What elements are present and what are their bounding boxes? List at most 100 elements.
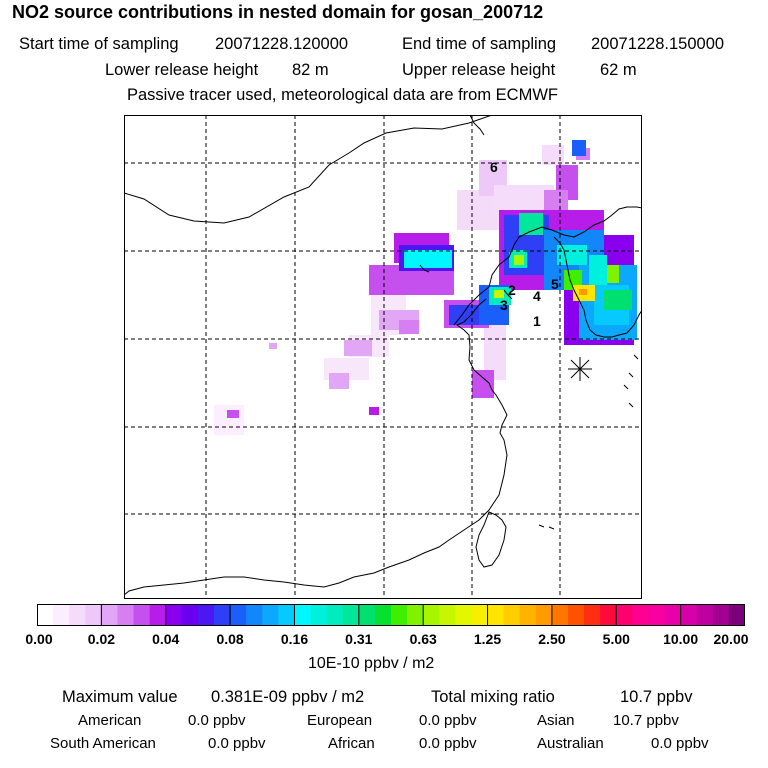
colorbar-cell <box>149 604 167 626</box>
lower-height-value: 82 m <box>292 61 329 79</box>
chart-title: NO2 source contributions in nested domai… <box>12 2 544 22</box>
colorbar-tick-label: 0.08 <box>216 631 244 647</box>
colorbar-cell <box>728 604 745 626</box>
plume-haze <box>214 405 244 435</box>
colorbar-cell <box>69 604 86 626</box>
start-time-value: 20071228.120000 <box>215 35 349 53</box>
region-value: 0.0 ppbv <box>188 712 246 729</box>
region-name: African <box>328 735 375 752</box>
region-name: Australian <box>537 735 604 752</box>
colorbar-cell <box>391 604 408 626</box>
region-value: 0.0 ppbv <box>419 735 477 752</box>
plume-violet <box>344 340 372 356</box>
max-value-label: Maximum value <box>62 688 178 706</box>
source-marker-4: 4 <box>533 288 541 304</box>
upper-height-value: 62 m <box>600 61 637 79</box>
region-name: South American <box>50 735 156 752</box>
colorbar-cell <box>262 604 279 626</box>
source-marker-2: 2 <box>508 282 516 298</box>
plume-haze <box>542 145 564 165</box>
total-mixing-label: Total mixing ratio <box>431 688 555 706</box>
colorbar-tick-label: 0.04 <box>152 631 180 647</box>
colorbar-cell <box>600 604 617 626</box>
colorbar-tick-label: 0.02 <box>87 631 116 647</box>
colorbar-cell <box>471 604 489 626</box>
plume-violet <box>269 343 277 349</box>
colorbar-cell <box>230 604 247 626</box>
colorbar-cell <box>616 604 633 626</box>
source-marker-6: 6 <box>490 159 498 175</box>
colorbar-cell <box>712 604 730 626</box>
colorbar-cell <box>455 604 472 626</box>
colorbar-tick-label: 5.00 <box>602 631 630 647</box>
region-value: 10.7 ppbv <box>613 712 679 729</box>
colorbar-cell <box>101 604 118 626</box>
plume-cyan <box>404 250 452 268</box>
grid-layer <box>124 115 642 599</box>
plume-haze <box>457 190 499 230</box>
colorbar <box>37 604 745 626</box>
colorbar-cell <box>358 604 376 626</box>
colorbar-tick-label: 0.31 <box>345 631 373 647</box>
plume-violet <box>399 320 419 334</box>
colorbar-cell <box>310 604 328 626</box>
colorbar-cell <box>551 604 569 626</box>
source-marker-5: 5 <box>551 276 559 292</box>
colorbar-tick-label: 0.63 <box>409 631 437 647</box>
colorbar-cell <box>53 604 70 626</box>
colorbar-cell <box>342 604 360 626</box>
plume-cyan <box>557 245 587 265</box>
receptor-marker-icon <box>568 357 592 381</box>
colorbar-cell <box>680 604 698 626</box>
plume-violet <box>329 373 349 389</box>
coastline-layer <box>124 115 642 596</box>
colorbar-tick-label: 0.16 <box>280 631 309 647</box>
colorbar-cell <box>503 604 521 626</box>
total-mixing-value: 10.7 ppbv <box>620 688 693 706</box>
colorbar-unit: 10E-10 ppbv / m2 <box>308 655 435 672</box>
colorbar-cell <box>535 604 553 626</box>
colorbar-cell <box>487 604 505 626</box>
colorbar-cell <box>133 604 151 626</box>
plume-green <box>519 213 543 235</box>
colorbar-tick-label: 0.00 <box>25 631 53 647</box>
colorbar-cell <box>326 604 344 626</box>
colorbar-tick-label: 2.50 <box>538 631 566 647</box>
plume-green <box>604 290 632 310</box>
colorbar-cell <box>246 604 263 626</box>
colorbar-cell <box>584 604 601 626</box>
colorbar-cell <box>85 604 102 626</box>
plume-cyan <box>589 255 607 285</box>
colorbar-cell <box>568 604 585 626</box>
region-name: American <box>78 712 142 729</box>
colorbar-cell <box>648 604 666 626</box>
plume-violet <box>472 370 494 398</box>
region-name: Asian <box>537 712 575 729</box>
colorbar-cell <box>664 604 682 626</box>
region-value: 0.0 ppbv <box>419 712 477 729</box>
max-value: 0.381E-09 ppbv / m2 <box>211 688 365 706</box>
plume-green <box>607 265 619 283</box>
colorbar-cell <box>407 604 424 626</box>
colorbar-cell <box>214 604 231 626</box>
plume-yellowgreen <box>494 290 504 298</box>
source-marker-1: 1 <box>533 313 541 329</box>
colorbar-cell <box>696 604 714 626</box>
start-time-label: Start time of sampling <box>19 35 179 53</box>
colorbar-cell <box>37 604 54 626</box>
end-time-value: 20071228.150000 <box>591 35 725 53</box>
lower-height-label: Lower release height <box>105 61 259 79</box>
plume-blue <box>572 140 586 156</box>
map-frame <box>124 115 642 599</box>
plume-orange <box>579 289 587 295</box>
region-name: European <box>307 712 373 729</box>
colorbar-tick-label: 20.00 <box>713 631 749 647</box>
colorbar-cell <box>632 604 649 626</box>
colorbar-frame <box>37 604 745 626</box>
plume-layer <box>214 140 637 435</box>
plume-violet <box>369 407 379 415</box>
colorbar-cell <box>181 604 199 626</box>
plume-yellowgreen <box>514 255 524 265</box>
colorbar-cell <box>439 604 456 626</box>
colorbar-cell <box>197 604 215 626</box>
